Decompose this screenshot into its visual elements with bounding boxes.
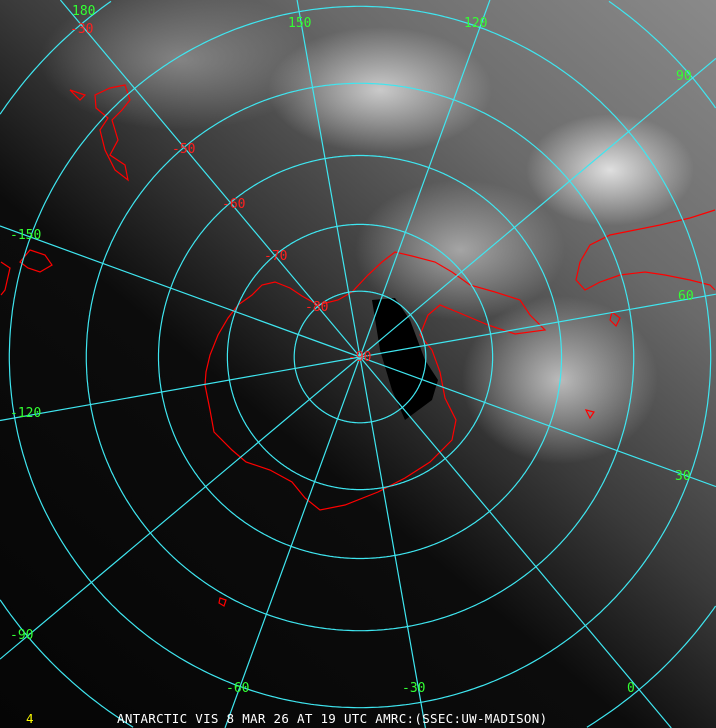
meridian-line xyxy=(0,225,361,358)
meridian-line xyxy=(0,356,361,422)
image-caption: ANTARCTIC VIS 8 MAR 26 AT 19 UTC AMRC:(S… xyxy=(117,711,548,726)
data-gap-region xyxy=(372,298,438,420)
longitude-label: 60 xyxy=(678,289,694,304)
island-left xyxy=(0,249,53,296)
longitude-label: 120 xyxy=(464,16,487,31)
new-zealand-coastline xyxy=(69,84,131,182)
meridian-line xyxy=(359,356,426,728)
meridian-line xyxy=(59,0,361,358)
latitude-label: -30 xyxy=(70,22,93,37)
latitude-circle xyxy=(226,223,494,491)
latitude-circle xyxy=(8,5,712,709)
antarctica-coastline xyxy=(204,251,547,511)
longitude-label: -30 xyxy=(402,681,425,696)
meridian-line xyxy=(0,356,361,660)
meridian-line xyxy=(359,57,716,358)
meridian-line xyxy=(359,293,716,358)
graticule-labels: 180 150 120 90 60 30 0 -30 -60 -90 -120 -150 -30 -50 -… xyxy=(10,4,694,696)
longitude-label: 30 xyxy=(675,469,691,484)
meridian-line xyxy=(224,356,361,728)
longitude-label: -90 xyxy=(10,628,33,643)
small-island xyxy=(218,597,227,607)
longitude-label: 180 xyxy=(72,4,95,19)
longitude-label: -60 xyxy=(226,681,249,696)
latitude-circle xyxy=(85,82,635,632)
latitude-circle xyxy=(293,290,427,424)
tasmania-island xyxy=(609,310,621,328)
frame-number: 4 xyxy=(26,711,34,726)
longitude-label: 0 xyxy=(627,681,635,696)
small-island xyxy=(584,409,595,420)
longitude-label: 150 xyxy=(288,16,311,31)
latitude-circle xyxy=(157,154,563,560)
longitude-label: -120 xyxy=(10,406,41,421)
coastlines xyxy=(0,84,716,607)
latitude-label: -80 xyxy=(305,300,328,315)
australia-coastline xyxy=(575,209,716,291)
meridian-line xyxy=(296,0,361,358)
latitude-label: -70 xyxy=(264,249,287,264)
longitude-label: 90 xyxy=(676,69,692,84)
meridian-line xyxy=(359,0,491,358)
latitude-label: -50 xyxy=(172,142,195,157)
latitude-label: -60 xyxy=(222,197,245,212)
longitude-label: -150 xyxy=(10,228,41,243)
latitude-label: -90 xyxy=(348,350,371,365)
meridian-line xyxy=(359,356,672,728)
meridian-line xyxy=(359,356,716,488)
